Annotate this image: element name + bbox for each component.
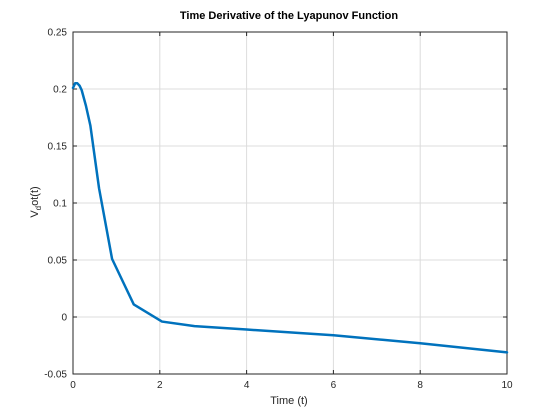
series-layer (71, 82, 509, 354)
y-axis-label: Vdot(t) (29, 186, 43, 217)
y-tick-labels: -0.05 0 0.05 0.1 0.15 0.2 0.25 (44, 28, 67, 381)
series-line-1 (71, 82, 509, 354)
tick-marks (72, 31, 508, 375)
y-tick-label: 0.25 (48, 28, 68, 39)
x-tick-label: 4 (244, 380, 250, 391)
y-tick-label: 0.1 (53, 199, 67, 210)
y-axis-label-main: V (29, 210, 41, 218)
y-tick-label: -0.05 (44, 370, 67, 381)
x-tick-label: 10 (501, 380, 513, 391)
y-axis-label-rest: ot(t) (29, 186, 41, 206)
y-tick-label: 0 (61, 313, 67, 324)
x-tick-label: 8 (417, 380, 423, 391)
y-tick-label: 0.05 (48, 256, 68, 267)
x-tick-label: 2 (157, 380, 163, 391)
y-tick-label: 0.15 (48, 142, 68, 153)
y-tick-label: 0.2 (53, 85, 67, 96)
x-tick-labels: 0 2 4 6 8 10 (70, 380, 513, 391)
chart-title: Time Derivative of the Lyapunov Function (180, 10, 398, 22)
x-tick-label: 6 (331, 380, 337, 391)
x-tick-label: 0 (70, 380, 76, 391)
x-axis-label: Time (t) (270, 395, 307, 407)
y-axis-label-subscript: d (34, 206, 43, 210)
